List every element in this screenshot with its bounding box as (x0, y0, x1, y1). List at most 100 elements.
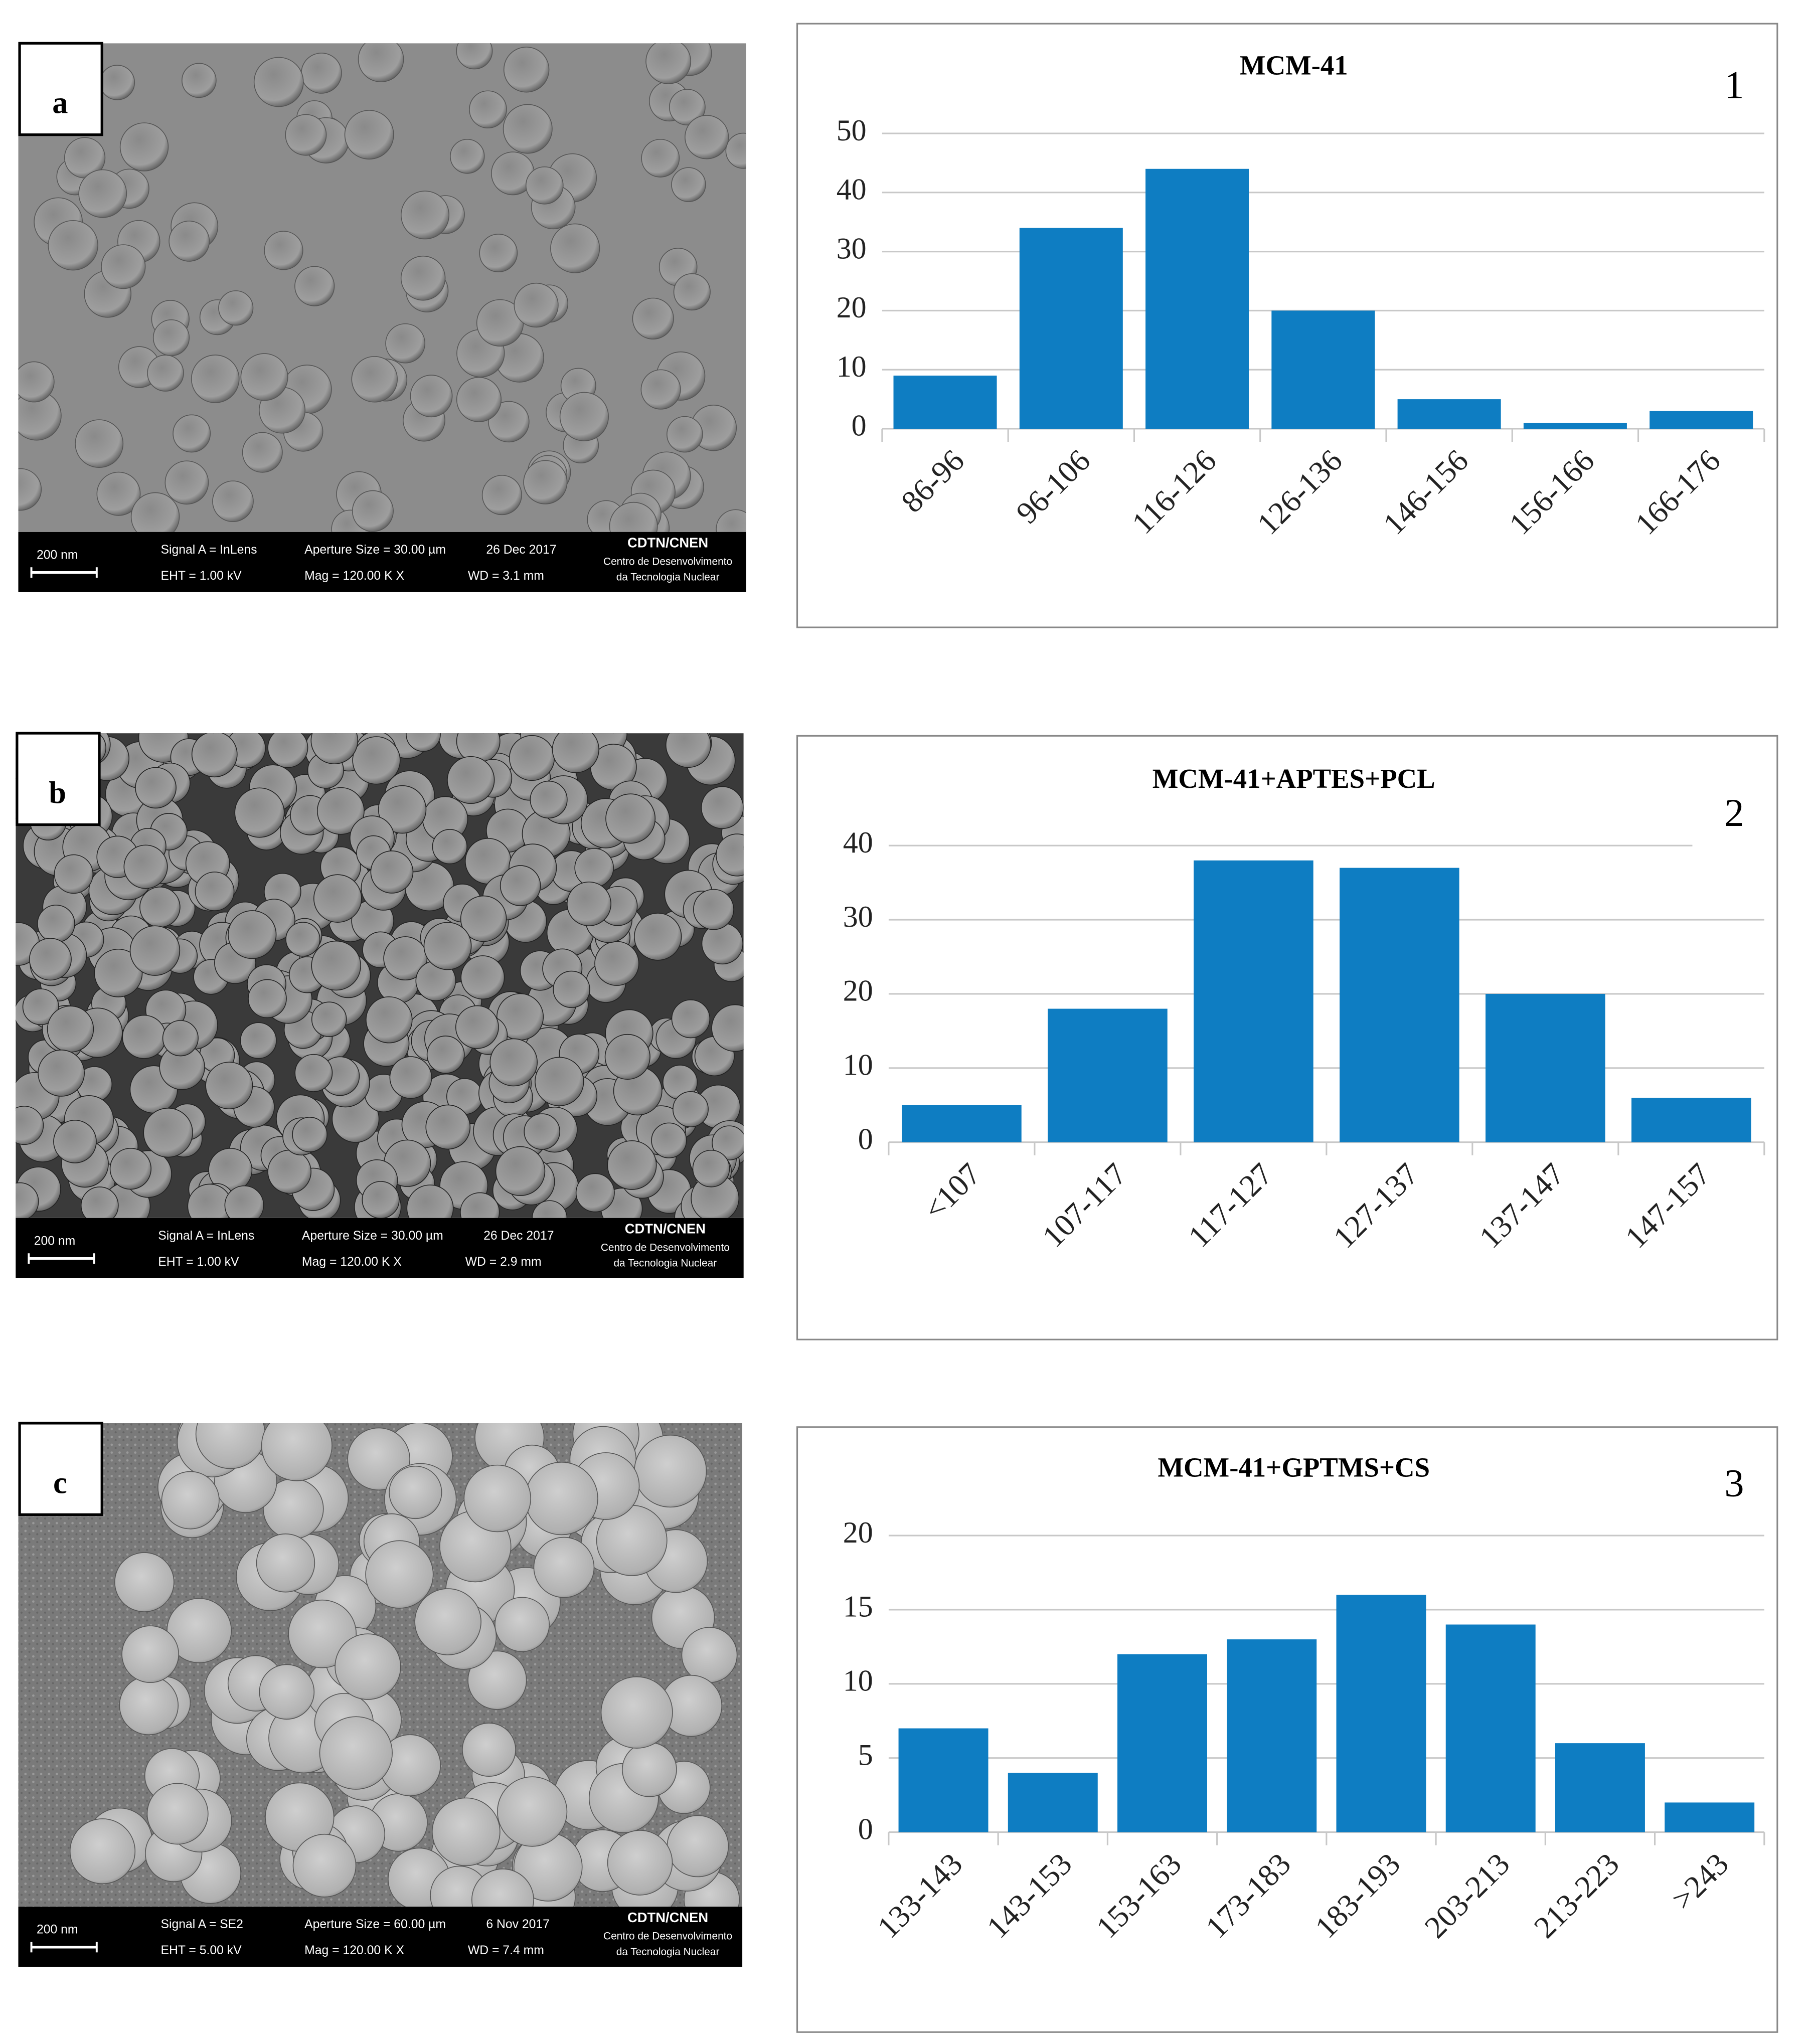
info-text: Mag = 120.00 K X (304, 569, 404, 583)
particle (167, 1598, 232, 1663)
y-tick-label: 20 (843, 974, 873, 1007)
particle (609, 501, 658, 532)
particle (553, 970, 590, 1008)
particle (47, 1005, 94, 1053)
y-tick-label: 40 (843, 826, 873, 859)
bar (1194, 860, 1313, 1142)
bar (1486, 993, 1605, 1142)
bar (1631, 1098, 1751, 1142)
particle (301, 53, 342, 94)
bar (898, 1728, 989, 1832)
particle (607, 1830, 673, 1896)
particle (240, 1022, 277, 1059)
y-tick-label: 0 (858, 1812, 873, 1845)
particle (16, 1106, 44, 1145)
info-bar (16, 1218, 744, 1278)
bar (1019, 228, 1123, 429)
info-text: 200 nm (37, 1923, 78, 1937)
particle (533, 1537, 595, 1598)
panel-label: a (52, 85, 68, 120)
particle (191, 733, 238, 778)
info-text: EHT = 1.00 kV (158, 1255, 239, 1269)
particle (256, 1534, 315, 1593)
particle (182, 63, 217, 98)
info-text: 200 nm (37, 548, 78, 562)
particle (344, 110, 394, 160)
info-text: 26 Dec 2017 (483, 1229, 554, 1243)
particle (467, 1650, 527, 1710)
particle (173, 414, 211, 453)
particle (671, 999, 711, 1039)
particle (205, 1062, 253, 1110)
particle (524, 1113, 560, 1150)
particle (311, 1001, 347, 1037)
particle (351, 356, 398, 403)
particle (191, 355, 240, 403)
particle (123, 844, 168, 889)
particle (129, 925, 181, 976)
particle (532, 1200, 568, 1218)
particle (673, 1091, 709, 1127)
particle (335, 1633, 401, 1700)
panel-label: c (53, 1465, 67, 1500)
info-text: WD = 3.1 mm (468, 569, 544, 583)
particle (362, 1181, 400, 1218)
particle (242, 432, 283, 473)
particle (75, 419, 124, 468)
y-tick-label: 20 (837, 291, 867, 324)
particle (130, 492, 180, 532)
particle (425, 1104, 471, 1150)
particle (503, 104, 553, 154)
particle (559, 392, 609, 441)
particle (261, 1423, 333, 1481)
particle (311, 940, 361, 991)
particle (38, 1050, 85, 1097)
particle (234, 787, 285, 838)
particle (495, 1597, 550, 1652)
y-tick-label: 0 (852, 409, 867, 442)
particle (535, 1057, 584, 1106)
particle (514, 282, 559, 328)
bar (1445, 1624, 1536, 1832)
particle (693, 889, 734, 930)
y-tick-label: 10 (843, 1049, 873, 1082)
bar (1397, 399, 1501, 429)
particle (121, 1625, 179, 1683)
particle (259, 1664, 315, 1720)
bar (1117, 1654, 1207, 1832)
particle (400, 191, 450, 240)
particle (161, 1471, 220, 1529)
info-text: Centro de Desenvolvimento (601, 1242, 730, 1253)
particle (669, 89, 706, 126)
particle (594, 941, 639, 986)
particle (146, 1783, 209, 1845)
y-tick-label: 10 (837, 350, 867, 383)
particle (471, 1868, 534, 1907)
particle (426, 1036, 465, 1074)
y-tick-label: 40 (837, 173, 867, 206)
info-text: WD = 7.4 mm (468, 1944, 544, 1957)
panel-label: b (49, 775, 66, 810)
particle (667, 1815, 729, 1878)
particle (292, 1117, 327, 1152)
particle (147, 355, 184, 392)
particle (574, 848, 614, 888)
particle (352, 490, 394, 532)
info-text: Centro de Desenvolvimento (603, 1931, 732, 1942)
panel-label-box (18, 1422, 103, 1516)
particle (666, 733, 711, 768)
particle (228, 910, 277, 959)
particle (99, 65, 135, 100)
particle (143, 1108, 193, 1158)
particle (671, 167, 706, 202)
chart-title: MCM-41+GPTMS+CS (1158, 1452, 1430, 1482)
particle (109, 1148, 151, 1190)
particle (94, 948, 143, 997)
info-text: da Tecnologia Nuclear (616, 1946, 720, 1958)
particle (634, 913, 682, 961)
particle (285, 114, 327, 156)
bar (1336, 1595, 1426, 1832)
info-text: 26 Dec 2017 (486, 543, 556, 557)
particle (701, 922, 743, 965)
